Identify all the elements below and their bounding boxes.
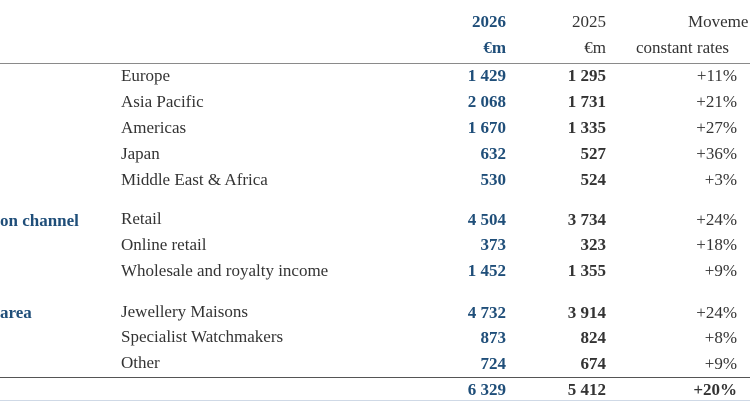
cell-2025: 3 914	[567, 303, 606, 322]
cell-movement: +11%	[696, 66, 737, 85]
cell-2025: 1 295	[567, 66, 606, 85]
cell-2025: 674	[580, 354, 607, 373]
col-2026-year: 2026	[472, 12, 506, 31]
cell-movement: +18%	[696, 235, 737, 254]
col-2026-unit: €m	[483, 38, 506, 57]
cell-2026: 873	[480, 328, 507, 347]
cell-2026: 2 068	[467, 92, 506, 111]
cell-movement: +9%	[704, 261, 737, 280]
cell-2026: 1 452	[467, 261, 506, 280]
cell-2025: 3 734	[567, 210, 606, 229]
total-2025: 5 412	[567, 380, 606, 399]
total-2026: 6 329	[467, 380, 506, 399]
row-label: Online retail	[121, 235, 207, 254]
cell-2025: 524	[580, 170, 607, 189]
section-label-channel: on channel	[0, 211, 79, 230]
cell-movement: +3%	[704, 170, 737, 189]
header-divider	[0, 63, 750, 64]
cell-movement: +27%	[696, 118, 737, 137]
cell-2025: 323	[580, 235, 607, 254]
cell-2025: 527	[580, 144, 607, 163]
total-movement: +20%	[693, 380, 737, 399]
col-2025-year: 2025	[572, 12, 606, 31]
row-label: Other	[121, 353, 160, 372]
cell-movement: +24%	[696, 303, 737, 322]
col-movement-title: Moveme	[688, 12, 749, 31]
row-label: Retail	[121, 209, 162, 228]
cell-2026: 632	[480, 144, 507, 163]
row-label: Jewellery Maisons	[121, 302, 249, 321]
table-bottom-border	[0, 400, 750, 401]
cell-2025: 1 355	[567, 261, 606, 280]
cell-2025: 1 335	[567, 118, 606, 137]
cell-2026: 530	[480, 170, 507, 189]
total-divider	[0, 377, 750, 378]
row-label: Wholesale and royalty income	[121, 261, 329, 280]
cell-2025: 824	[580, 328, 607, 347]
cell-2026: 1 670	[467, 118, 506, 137]
section-label-area: area	[0, 303, 32, 322]
row-label: Specialist Watchmakers	[121, 327, 284, 346]
row-label: Asia Pacific	[121, 92, 204, 111]
cell-movement: +36%	[696, 144, 737, 163]
col-2025-unit: €m	[584, 38, 606, 57]
cell-movement: +9%	[704, 354, 737, 373]
row-label: Japan	[121, 144, 160, 163]
cell-2025: 1 731	[567, 92, 606, 111]
cell-2026: 4 504	[467, 210, 506, 229]
cell-movement: +8%	[704, 328, 737, 347]
cell-2026: 373	[480, 235, 507, 254]
col-movement-subtitle: constant rates	[636, 38, 729, 57]
cell-2026: 4 732	[467, 303, 506, 322]
cell-2026: 724	[480, 354, 507, 373]
row-label: Middle East & Africa	[121, 170, 268, 189]
cell-movement: +21%	[696, 92, 737, 111]
row-label: Europe	[121, 66, 171, 85]
cell-2026: 1 429	[467, 66, 506, 85]
cell-movement: +24%	[696, 210, 737, 229]
row-label: Americas	[121, 118, 187, 137]
